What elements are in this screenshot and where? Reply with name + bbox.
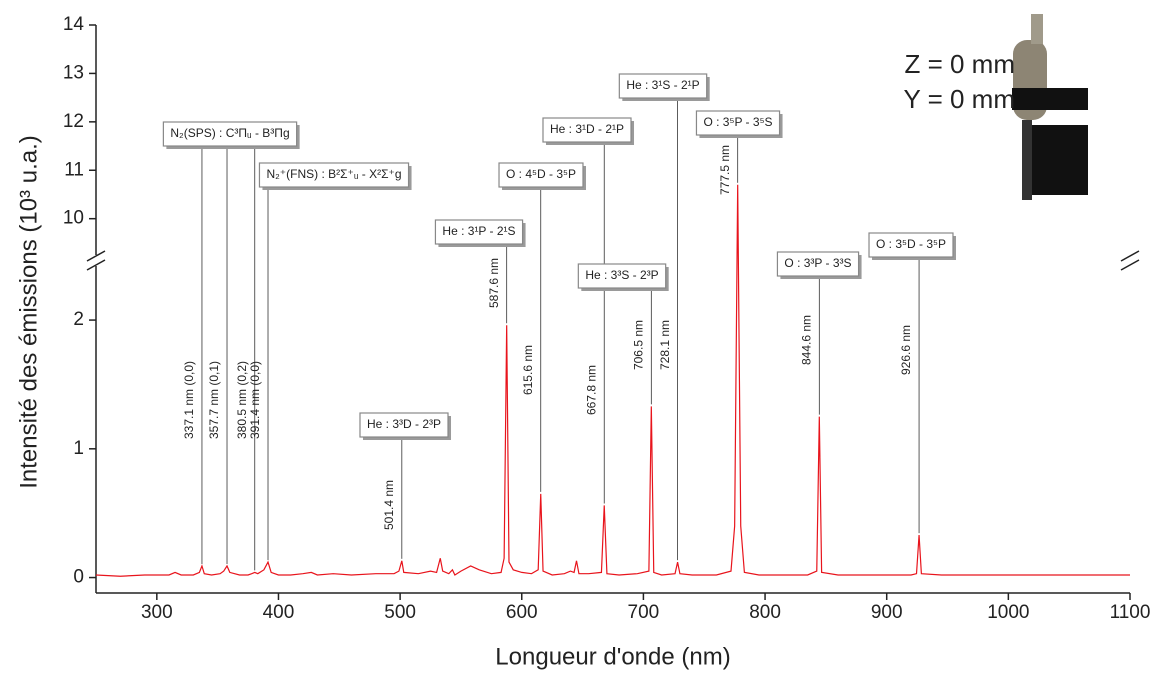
annotation-box: N₂⁺(FNS) : B²Σ⁺ᵤ - X²Σ⁺g	[258, 162, 412, 190]
wavelength-label: 337.1 nm (0,0)	[182, 361, 196, 439]
wavelength-label: 391.4 nm (0,0)	[248, 361, 262, 439]
box	[577, 263, 667, 289]
annotation-label: He : 3¹D - 2¹P	[550, 122, 624, 136]
annotation-box: O : 3⁵D - 3⁵P	[868, 232, 956, 260]
wavelength-label: 501.4 nm	[382, 480, 396, 530]
device-photo	[1012, 14, 1088, 200]
x-tick-label: 800	[749, 602, 781, 623]
axis-break	[86, 250, 106, 262]
axis-break	[86, 259, 106, 271]
annotation-label: O : 3⁵D - 3⁵P	[876, 237, 946, 251]
y-tick-label: 1	[73, 438, 84, 459]
wavelength-label: 357.7 nm (0,1)	[207, 361, 221, 439]
spectrum-line	[95, 184, 1130, 577]
x-tick-label: 400	[263, 602, 295, 623]
box	[359, 412, 449, 438]
device-clamp	[1012, 88, 1088, 110]
x-tick-label: 600	[506, 602, 538, 623]
position-label: Z = 0 mm	[904, 49, 1015, 79]
annotation-box: He : 3¹P - 2¹S	[434, 219, 526, 247]
y-tick-label: 13	[63, 62, 84, 83]
wavelength-label: 615.6 nm	[521, 345, 535, 395]
y-axis-title: Intensité des émissions (10³ u.a.)	[15, 135, 42, 489]
box	[695, 110, 781, 136]
box	[776, 251, 860, 277]
annotation-label: O : 4⁵D - 3⁵P	[506, 167, 576, 181]
box	[618, 73, 708, 99]
x-tick-label: 500	[384, 602, 416, 623]
box	[162, 121, 298, 147]
wavelength-label: 706.5 nm	[631, 320, 645, 370]
annotation-box: O : 4⁵D - 3⁵P	[498, 162, 586, 190]
x-tick-label: 1100	[1110, 602, 1151, 623]
x-tick-label: 700	[628, 602, 660, 623]
annotation-label: He : 3¹P - 2¹S	[442, 224, 515, 238]
wavelength-label: 728.1 nm	[658, 320, 672, 370]
wavelength-label: 587.6 nm	[487, 258, 501, 308]
annotation-box: O : 3³P - 3³S	[776, 251, 862, 279]
device-stem	[1022, 120, 1032, 200]
annotation-label: O : 3³P - 3³S	[784, 256, 851, 270]
annotation-box: He : 3¹S - 2¹P	[618, 73, 710, 101]
box	[868, 232, 954, 258]
y-tick-label: 2	[73, 309, 84, 330]
y-tick-label: 10	[63, 208, 84, 229]
annotation-label: He : 3³D - 2³P	[367, 417, 441, 431]
position-label: Y = 0 mm	[903, 84, 1015, 114]
x-tick-label: 900	[871, 602, 903, 623]
y-tick-label: 14	[63, 14, 85, 35]
axis-break	[1120, 259, 1140, 271]
wavelength-label: 844.6 nm	[799, 315, 813, 365]
box	[258, 162, 410, 188]
annotation-label: O : 3⁵P - 3⁵S	[703, 115, 772, 129]
annotation-label: He : 3³S - 2³P	[585, 268, 658, 282]
device-neck	[1031, 14, 1043, 44]
wavelength-label: 777.5 nm	[718, 145, 732, 195]
axis-break	[1120, 250, 1140, 262]
device-mount	[1032, 125, 1088, 195]
box	[498, 162, 584, 188]
x-tick-label: 1000	[987, 602, 1029, 623]
annotation-box: He : 3¹D - 2¹P	[542, 117, 635, 145]
y-tick-label: 11	[64, 159, 84, 180]
wavelength-label: 926.6 nm	[899, 325, 913, 375]
wavelength-label: 380.5 nm (0,2)	[235, 361, 249, 439]
x-axis-title: Longueur d'onde (nm)	[495, 643, 730, 670]
x-tick-label: 300	[141, 602, 173, 623]
wavelength-label: 667.8 nm	[584, 365, 598, 415]
annotation-label: N₂⁺(FNS) : B²Σ⁺ᵤ - X²Σ⁺g	[266, 167, 401, 181]
annotation-box: N₂(SPS) : C³Πᵤ - B³Πg	[162, 121, 300, 149]
annotation-label: He : 3¹S - 2¹P	[626, 78, 699, 92]
y-tick-label: 12	[63, 111, 84, 132]
annotation-box: He : 3³D - 2³P	[359, 412, 452, 440]
annotation-label: N₂(SPS) : C³Πᵤ - B³Πg	[170, 126, 289, 140]
box	[542, 117, 632, 143]
annotation-box: He : 3³S - 2³P	[577, 263, 669, 291]
box	[434, 219, 524, 245]
annotation-box: O : 3⁵P - 3⁵S	[695, 110, 783, 138]
y-tick-label: 0	[73, 567, 84, 588]
